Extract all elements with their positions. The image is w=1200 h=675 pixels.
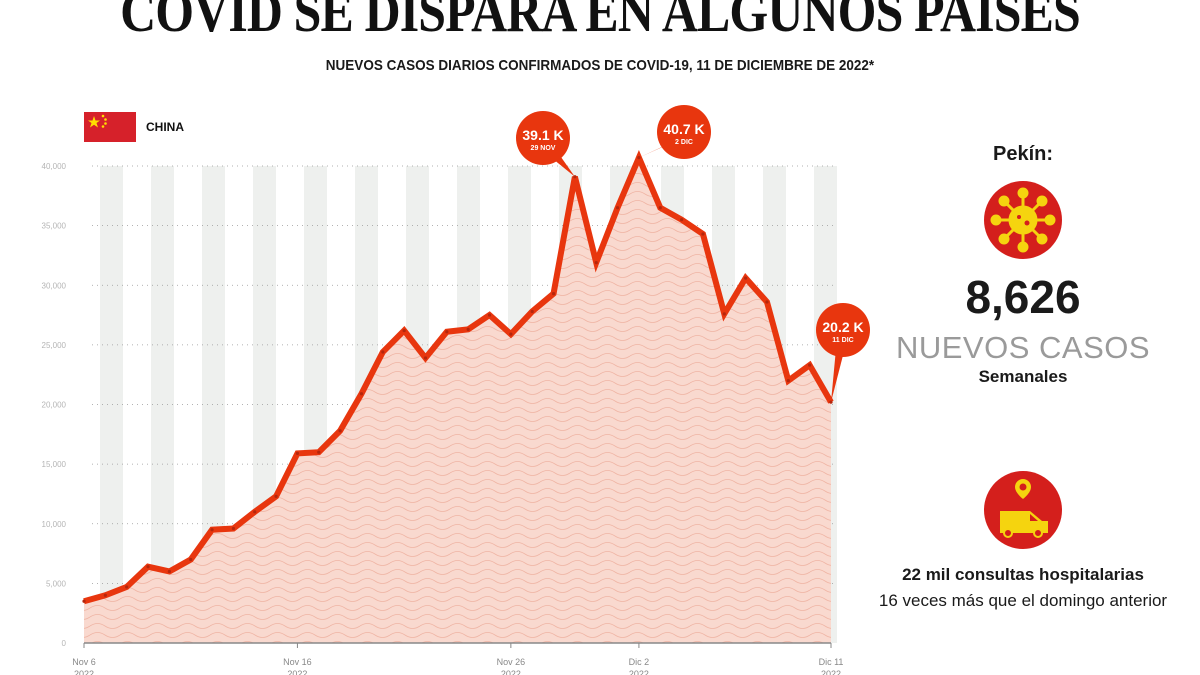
data-point bbox=[786, 379, 790, 383]
area-pattern bbox=[84, 157, 831, 643]
legend-country: CHINA bbox=[146, 120, 184, 134]
data-point bbox=[359, 392, 364, 396]
data-point bbox=[466, 327, 470, 331]
callout-date: 29 NOV bbox=[531, 145, 556, 152]
x-tick-label: Dic 11 bbox=[819, 657, 844, 667]
data-point bbox=[231, 526, 235, 531]
data-point bbox=[82, 599, 86, 603]
callout-bubble bbox=[657, 105, 711, 159]
china-flag-icon bbox=[84, 112, 136, 142]
x-tick-year: 2022 bbox=[74, 669, 94, 675]
data-point bbox=[253, 510, 257, 514]
data-point bbox=[103, 593, 107, 597]
data-point bbox=[594, 260, 598, 265]
x-tick-year: 2022 bbox=[821, 669, 841, 675]
data-point bbox=[765, 300, 769, 304]
data-point bbox=[338, 429, 342, 433]
data-point bbox=[744, 276, 748, 280]
data-point bbox=[189, 557, 193, 562]
callout-value: 20.2 K bbox=[822, 319, 863, 335]
y-tick-label: 40,000 bbox=[42, 162, 67, 171]
data-point bbox=[658, 206, 662, 210]
callout-value: 39.1 K bbox=[522, 127, 563, 143]
data-point bbox=[551, 291, 556, 296]
x-tick-year: 2022 bbox=[287, 669, 307, 675]
y-tick-label: 35,000 bbox=[42, 222, 67, 231]
data-point bbox=[509, 332, 513, 336]
data-point bbox=[381, 350, 385, 354]
data-point bbox=[167, 569, 171, 574]
y-tick-label: 5,000 bbox=[46, 579, 67, 588]
y-tick-label: 10,000 bbox=[42, 520, 67, 529]
page-subtitle: NUEVOS CASOS DIARIOS CONFIRMADOS DE COVI… bbox=[325, 57, 875, 74]
data-point bbox=[423, 356, 428, 360]
data-point bbox=[722, 312, 726, 316]
y-tick-label: 0 bbox=[62, 639, 67, 648]
data-point bbox=[530, 309, 534, 314]
data-point bbox=[445, 330, 449, 334]
data-point bbox=[402, 328, 406, 333]
data-point bbox=[808, 363, 812, 367]
data-point bbox=[274, 494, 278, 498]
y-tick-label: 25,000 bbox=[42, 341, 67, 350]
data-point bbox=[701, 232, 705, 236]
cases-sub-label: Semanales bbox=[978, 367, 1068, 386]
data-point bbox=[615, 206, 620, 210]
data-point bbox=[146, 565, 150, 569]
callout-date: 2 DIC bbox=[675, 139, 693, 146]
data-point bbox=[125, 585, 129, 589]
data-point bbox=[317, 450, 321, 454]
virus-icon bbox=[984, 181, 1062, 259]
callout-value: 40.7 K bbox=[663, 121, 704, 137]
y-tick-label: 15,000 bbox=[42, 460, 67, 469]
consults-text: 22 mil consultas hospitalarias bbox=[902, 565, 1144, 584]
background-stripe bbox=[100, 166, 123, 643]
series-line bbox=[83, 149, 834, 605]
consults-note: 16 veces más que el domingo anterior bbox=[878, 591, 1168, 610]
weekly-cases-value: 8,626 bbox=[965, 271, 1081, 323]
x-tick-label: Nov 6 bbox=[72, 657, 96, 667]
data-point bbox=[295, 451, 300, 455]
data-point bbox=[680, 218, 684, 222]
y-tick-label: 30,000 bbox=[42, 281, 67, 290]
data-point bbox=[487, 313, 492, 317]
cases-label: NUEVOS CASOS bbox=[895, 330, 1151, 365]
x-tick-year: 2022 bbox=[629, 669, 649, 675]
callout-bubble bbox=[816, 303, 870, 357]
x-tick-year: 2022 bbox=[501, 669, 521, 675]
y-tick-label: 20,000 bbox=[42, 401, 67, 410]
x-tick-label: Nov 26 bbox=[497, 657, 526, 667]
callout-date: 11 DIC bbox=[832, 337, 853, 344]
page-title: COVID SE DISPARA EN ALGUNOS PAISES bbox=[120, 0, 1081, 44]
x-tick-label: Nov 16 bbox=[283, 657, 312, 667]
city-label: Pekín: bbox=[992, 143, 1054, 165]
data-point bbox=[210, 528, 214, 532]
x-tick-label: Dic 2 bbox=[629, 657, 650, 667]
ambulance-icon bbox=[984, 471, 1062, 549]
callout-bubble bbox=[516, 111, 570, 165]
